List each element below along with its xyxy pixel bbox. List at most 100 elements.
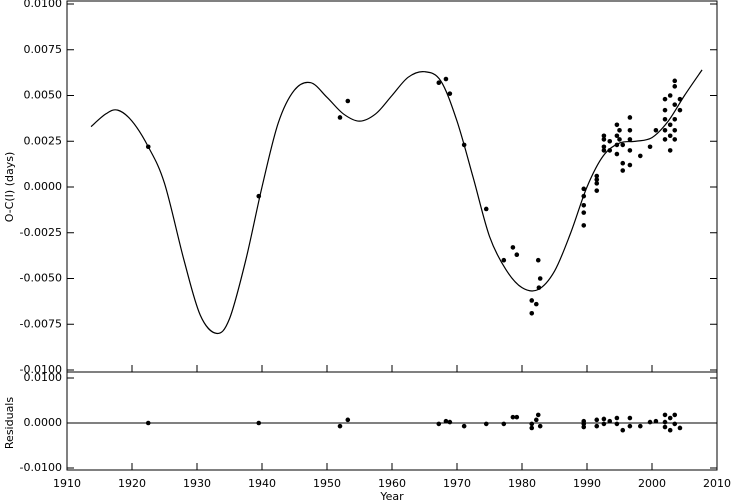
y-tick-label: 0.0000 xyxy=(24,416,63,429)
data-point xyxy=(627,162,633,168)
data-point xyxy=(345,417,351,423)
data-point xyxy=(534,417,539,423)
data-point xyxy=(620,142,626,148)
data-point xyxy=(510,245,516,250)
top-frame xyxy=(66,0,718,373)
data-point xyxy=(601,133,607,139)
y-tick-label: -0.0025 xyxy=(20,226,62,239)
data-point xyxy=(594,423,600,429)
data-point xyxy=(443,418,449,424)
data-point xyxy=(483,206,489,212)
data-point xyxy=(662,137,668,142)
data-point xyxy=(337,115,343,120)
data-point xyxy=(594,173,600,179)
data-point xyxy=(667,427,673,433)
data-point xyxy=(536,285,542,290)
data-point xyxy=(501,421,507,427)
data-point xyxy=(627,415,633,421)
data-point xyxy=(581,424,587,430)
data-point xyxy=(647,144,653,150)
data-point xyxy=(614,421,620,427)
data-point xyxy=(594,181,600,186)
y-tick-label: 0.0025 xyxy=(24,134,63,147)
data-point xyxy=(535,412,541,418)
data-point xyxy=(672,137,678,142)
data-point xyxy=(436,421,442,427)
data-point xyxy=(594,417,600,423)
y-tick-label: 0.0100 xyxy=(24,0,63,10)
data-point xyxy=(581,203,587,208)
data-point xyxy=(662,412,668,418)
data-point xyxy=(667,415,673,421)
y-axis-label: O-C(I) (days) xyxy=(3,152,16,223)
data-point xyxy=(601,421,607,427)
x-tick-label: 1970 xyxy=(443,477,471,490)
data-point xyxy=(510,414,516,420)
data-point xyxy=(514,252,520,258)
data-point xyxy=(256,193,262,199)
data-point xyxy=(594,188,600,193)
data-point xyxy=(461,423,467,429)
x-tick-label: 1950 xyxy=(313,477,341,490)
y-tick-label: -0.0100 xyxy=(20,363,62,376)
data-point xyxy=(617,137,622,142)
y-tick-label: -0.0075 xyxy=(20,317,62,330)
data-point xyxy=(337,423,343,429)
data-point xyxy=(594,177,600,182)
data-point xyxy=(672,412,678,418)
data-point xyxy=(627,148,633,153)
y-tick-label: 0.0100 xyxy=(24,371,63,384)
x-tick-label: 1940 xyxy=(248,477,276,490)
data-point xyxy=(529,425,535,431)
data-point xyxy=(601,144,607,150)
data-point xyxy=(461,142,467,148)
data-point xyxy=(627,127,633,133)
data-point xyxy=(483,421,489,427)
data-point xyxy=(501,257,507,263)
data-point xyxy=(529,298,535,303)
data-point xyxy=(647,419,653,425)
data-point xyxy=(534,301,539,307)
data-point xyxy=(672,127,678,133)
x-tick-label: 1910 xyxy=(53,477,81,490)
data-point xyxy=(662,127,668,133)
data-point xyxy=(581,210,587,215)
data-point xyxy=(601,148,607,153)
data-point xyxy=(667,122,673,128)
bottom-frame xyxy=(66,371,718,471)
data-point xyxy=(145,144,151,150)
data-point xyxy=(672,116,678,122)
data-point xyxy=(581,421,587,427)
x-tick-label: 1980 xyxy=(508,477,536,490)
data-point xyxy=(620,427,626,433)
data-point xyxy=(581,186,587,192)
data-point xyxy=(638,153,643,159)
x-tick-label: 1930 xyxy=(183,477,211,490)
data-point xyxy=(614,142,620,148)
data-point xyxy=(677,425,683,431)
y-tick-label: 0.0075 xyxy=(24,43,63,56)
y-tick-label: -0.0050 xyxy=(20,272,62,285)
fit-curve xyxy=(90,69,703,335)
data-point xyxy=(627,115,633,120)
data-point xyxy=(256,420,262,426)
data-point xyxy=(601,416,607,422)
data-point xyxy=(447,419,453,425)
data-point xyxy=(581,223,587,228)
y-axis-label: Residuals xyxy=(3,397,16,449)
data-point xyxy=(537,423,543,429)
data-point xyxy=(662,419,668,425)
data-point xyxy=(627,423,633,429)
data-point xyxy=(537,276,543,281)
y-tick-label: -0.0100 xyxy=(20,461,62,474)
data-point xyxy=(662,424,668,430)
x-tick-label: 1960 xyxy=(378,477,406,490)
x-tick-label: 1920 xyxy=(118,477,146,490)
y-tick-label: 0.0000 xyxy=(24,180,63,193)
data-point xyxy=(677,107,683,113)
data-point xyxy=(677,96,683,102)
data-point xyxy=(667,93,673,98)
data-point xyxy=(607,138,613,144)
data-point xyxy=(653,127,659,133)
